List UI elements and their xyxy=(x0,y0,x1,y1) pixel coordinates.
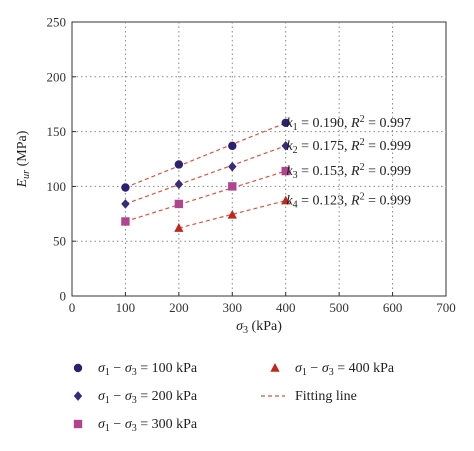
fit-line-1 xyxy=(125,122,286,189)
data-point-s2 xyxy=(228,161,237,172)
data-point-s1 xyxy=(228,141,237,151)
y-tick-label: 250 xyxy=(47,15,67,30)
legend-item-3: σ1 − σ3 = 200 kPa xyxy=(73,389,198,406)
data-markers xyxy=(121,118,291,232)
data-point-s3 xyxy=(228,182,237,191)
data-point-s3 xyxy=(281,166,290,176)
fit-annotations: k1 = 0.190, R2 = 0.997 k2 = 0.175, R2 = 0… xyxy=(286,114,411,211)
fit-line-4 xyxy=(178,200,286,229)
legend-label: σ1 − σ3 = 200 kPa xyxy=(98,389,198,406)
legend-item-1: σ1 − σ3 = 100 kPa xyxy=(73,361,198,378)
legend-label: Fitting line xyxy=(295,389,357,404)
data-point-s4 xyxy=(174,223,184,232)
legend-item-4: Fitting line xyxy=(261,389,357,404)
data-point-s4 xyxy=(227,209,237,219)
data-point-s2 xyxy=(121,199,130,209)
data-point-s3 xyxy=(174,199,184,209)
legend: σ1 − σ3 = 100 kPa σ1 − σ3 = 400 kPa σ1 − σ… xyxy=(73,361,395,434)
fit-annotation-2: k2 = 0.175, R2 = 0.999 xyxy=(286,137,411,156)
axes: 0 100 200 300 400 500 600 700 0 50 100 150 200 250 σ3 … xyxy=(15,15,456,337)
grid xyxy=(72,22,446,296)
data-point-s3 xyxy=(121,217,130,226)
y-tick-label: 200 xyxy=(47,69,67,84)
y-tick-label: 50 xyxy=(53,234,66,249)
fit-annotation-3: k3 = 0.153, R2 = 0.999 xyxy=(286,162,411,181)
plot-frame xyxy=(71,21,447,297)
y-tick-label: 150 xyxy=(47,124,67,139)
legend-marker xyxy=(270,362,280,372)
data-point-s1 xyxy=(121,183,130,192)
plot-area xyxy=(71,21,447,297)
data-point-s2 xyxy=(174,179,184,190)
x-tick-label: 400 xyxy=(276,300,296,315)
legend-item-5: σ1 − σ3 = 300 kPa xyxy=(73,417,198,434)
y-tick-label: 100 xyxy=(47,179,67,194)
legend-marker xyxy=(73,419,83,429)
x-tick-label: 500 xyxy=(329,300,349,315)
fit-line-3 xyxy=(125,170,286,223)
legend-label: σ1 − σ3 = 100 kPa xyxy=(98,361,198,378)
y-tick-label: 0 xyxy=(60,289,67,304)
data-point-s4 xyxy=(281,195,291,205)
x-tick-label: 100 xyxy=(116,300,136,315)
legend-label: σ1 − σ3 = 300 kPa xyxy=(98,417,198,434)
fit-annotation-1: k1 = 0.190, R2 = 0.997 xyxy=(286,114,411,133)
x-tick-label: 700 xyxy=(436,300,456,315)
x-tick-label: 200 xyxy=(169,300,189,315)
x-tick-label: 300 xyxy=(223,300,243,315)
x-axis-label: σ3 (kPa) xyxy=(236,319,282,336)
legend-marker xyxy=(73,363,83,373)
fitting-lines xyxy=(125,122,286,229)
legend-marker xyxy=(73,391,83,401)
x-tick-label: 600 xyxy=(383,300,403,315)
legend-label: σ1 − σ3 = 400 kPa xyxy=(295,361,395,378)
x-tick-label: 0 xyxy=(69,300,76,315)
data-point-s2 xyxy=(281,141,290,151)
fit-line-2 xyxy=(125,145,286,205)
y-axis-label: Eur (MPa) xyxy=(15,130,32,188)
legend-item-2: σ1 − σ3 = 400 kPa xyxy=(270,361,395,378)
data-point-s1 xyxy=(174,160,184,169)
fit-annotation-4: k4 = 0.123, R2 = 0.999 xyxy=(286,192,411,211)
data-point-s1 xyxy=(281,118,290,128)
